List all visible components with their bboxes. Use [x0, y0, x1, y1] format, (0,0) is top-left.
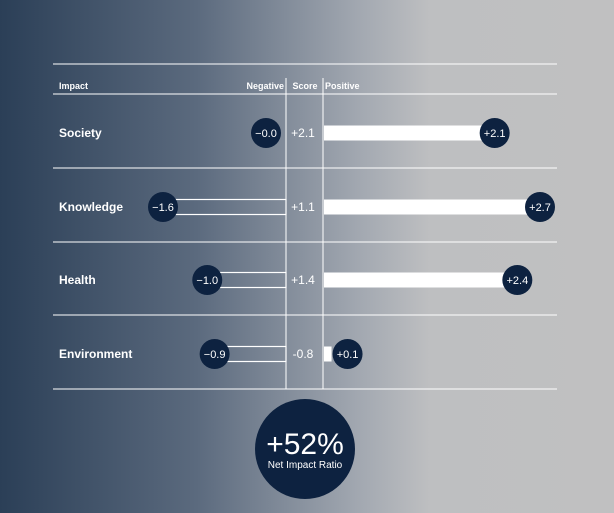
header-impact: Impact [59, 81, 88, 91]
negative-value-badge [251, 118, 281, 148]
category-label: Society [59, 126, 102, 140]
chart-row: Environment −0.9 -0.8 +0.1 [59, 339, 363, 369]
summary-label: Net Impact Ratio [268, 460, 343, 471]
chart-rows: Society −0.0 +2.1 +2.1 Knowledge −1.6 +1.1 +2.7… [59, 118, 555, 369]
header-negative: Negative [246, 81, 284, 91]
category-label: Environment [59, 347, 132, 361]
negative-value-label: −1.0 [196, 275, 218, 287]
positive-value-label: +2.4 [506, 275, 528, 287]
negative-value-badge [148, 192, 178, 222]
net-impact-ratio: +52% Net Impact Ratio [255, 399, 355, 499]
negative-value-badge [192, 265, 223, 295]
column-headers: Impact Negative Score Positive [59, 81, 360, 91]
positive-bar [324, 346, 332, 362]
score-label: +2.1 [291, 126, 315, 140]
negative-value-label: −1.6 [152, 202, 174, 214]
negative-value-label: −0.9 [204, 349, 226, 361]
score-label: +1.4 [291, 273, 315, 287]
negative-bar [167, 198, 287, 216]
negative-value-badge [199, 339, 230, 369]
score-label: +1.1 [291, 200, 315, 214]
score-label: -0.8 [293, 347, 314, 361]
header-score: Score [292, 81, 317, 91]
summary-badge [255, 399, 355, 499]
chart-row: Knowledge −1.6 +1.1 +2.7 [59, 192, 555, 222]
positive-value-label: +2.7 [529, 202, 551, 214]
category-label: Health [59, 273, 96, 287]
chart-row: Society −0.0 +2.1 +2.1 [59, 118, 510, 148]
category-label: Knowledge [59, 200, 123, 214]
positive-value-badge [525, 192, 555, 222]
negative-value-label: −0.0 [255, 128, 277, 140]
positive-value-badge [332, 339, 363, 369]
positive-bar [324, 199, 528, 215]
positive-bar [324, 125, 483, 141]
positive-bar [324, 272, 506, 288]
header-positive: Positive [325, 81, 360, 91]
positive-value-badge [479, 118, 510, 148]
negative-bar [211, 271, 287, 289]
summary-value: +52% [266, 428, 344, 461]
positive-value-badge [502, 265, 533, 295]
positive-value-label: +2.1 [484, 128, 506, 140]
positive-value-label: +0.1 [337, 349, 359, 361]
table-rules [53, 63, 557, 390]
chart-row: Health −1.0 +1.4 +2.4 [59, 265, 533, 295]
